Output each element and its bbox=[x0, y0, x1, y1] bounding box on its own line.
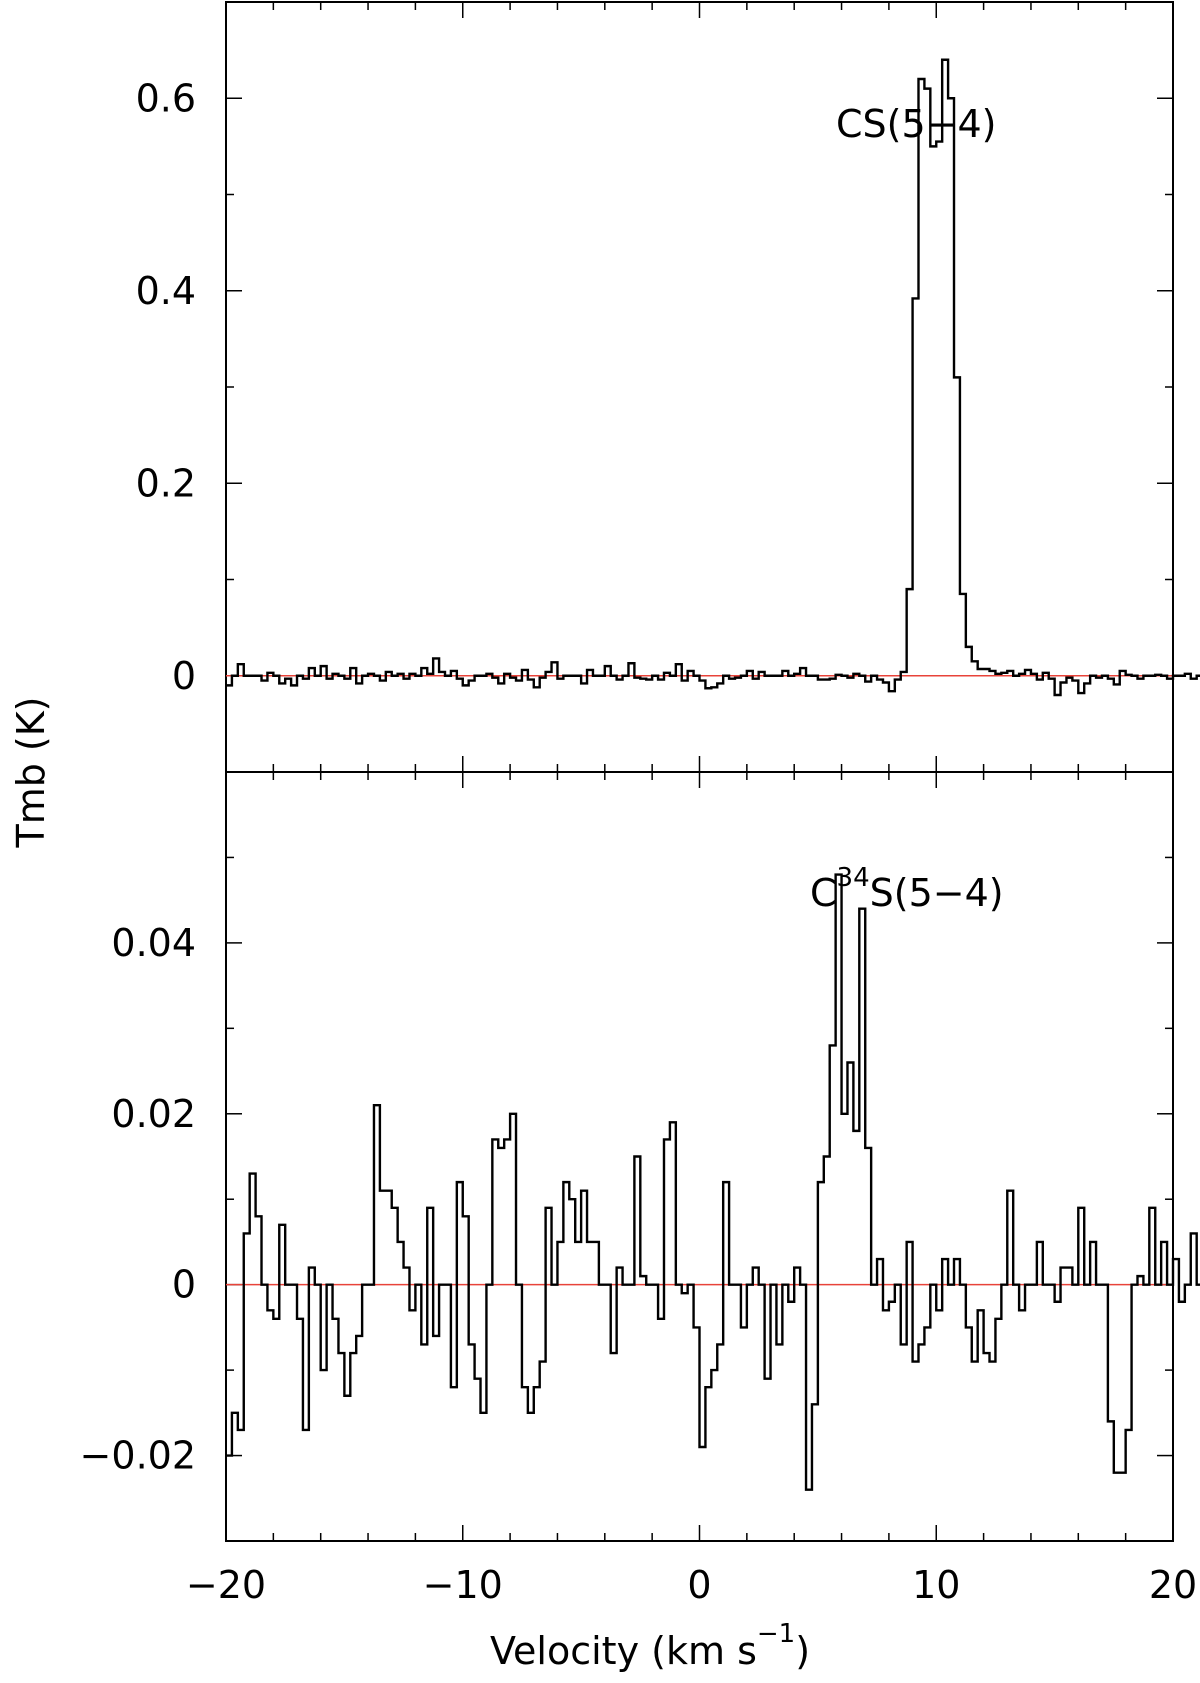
annotation-c34s-rest: S(5−4) bbox=[870, 871, 1004, 915]
y-tick-label-c34s: 0 bbox=[172, 1263, 196, 1307]
frame-cs bbox=[225, 1, 1174, 773]
x-axis-title-sup: −1 bbox=[757, 1619, 795, 1649]
y-tick-label-c34s: −0.02 bbox=[80, 1434, 196, 1478]
x-tick-label: −20 bbox=[186, 1563, 266, 1607]
x-axis-title-main: Velocity (km s bbox=[490, 1629, 757, 1673]
y-axis-title: Tmb (K) bbox=[9, 697, 53, 849]
annotation-c34s-sup: 34 bbox=[837, 863, 870, 893]
x-axis-title-close: ) bbox=[795, 1629, 810, 1673]
y-tick-label-cs: 0 bbox=[172, 654, 196, 698]
x-axis-title: Velocity (km s−1) bbox=[490, 1619, 810, 1673]
x-tick-label: 0 bbox=[687, 1563, 711, 1607]
y-tick-label-c34s: 0.02 bbox=[111, 1092, 196, 1136]
panel-c34s: −0.02 0 0.02 0.04 bbox=[80, 771, 1200, 1542]
annotation-c34s-base: C bbox=[810, 871, 837, 915]
spectrum-line-c34s bbox=[226, 873, 1200, 1491]
y-tick-label-cs: 0.4 bbox=[136, 269, 196, 313]
y-tick-label-cs: 0.2 bbox=[136, 461, 196, 505]
annotation-cs: CS(5−4) bbox=[836, 102, 997, 146]
y-tick-label-c34s: 0.04 bbox=[111, 921, 196, 965]
x-tick-label: −10 bbox=[423, 1563, 503, 1607]
y-tick-label-cs: 0.6 bbox=[136, 76, 196, 120]
annotation-c34s: C34S(5−4) bbox=[810, 863, 1004, 915]
x-tick-labels: −20 −10 0 10 20 bbox=[186, 1563, 1197, 1607]
panel-cs: 0 0.2 0.4 0.6 bbox=[136, 1, 1200, 773]
spectrum-line-cs bbox=[226, 58, 1200, 697]
x-tick-label: 20 bbox=[1149, 1563, 1197, 1607]
x-tick-label: 10 bbox=[912, 1563, 960, 1607]
